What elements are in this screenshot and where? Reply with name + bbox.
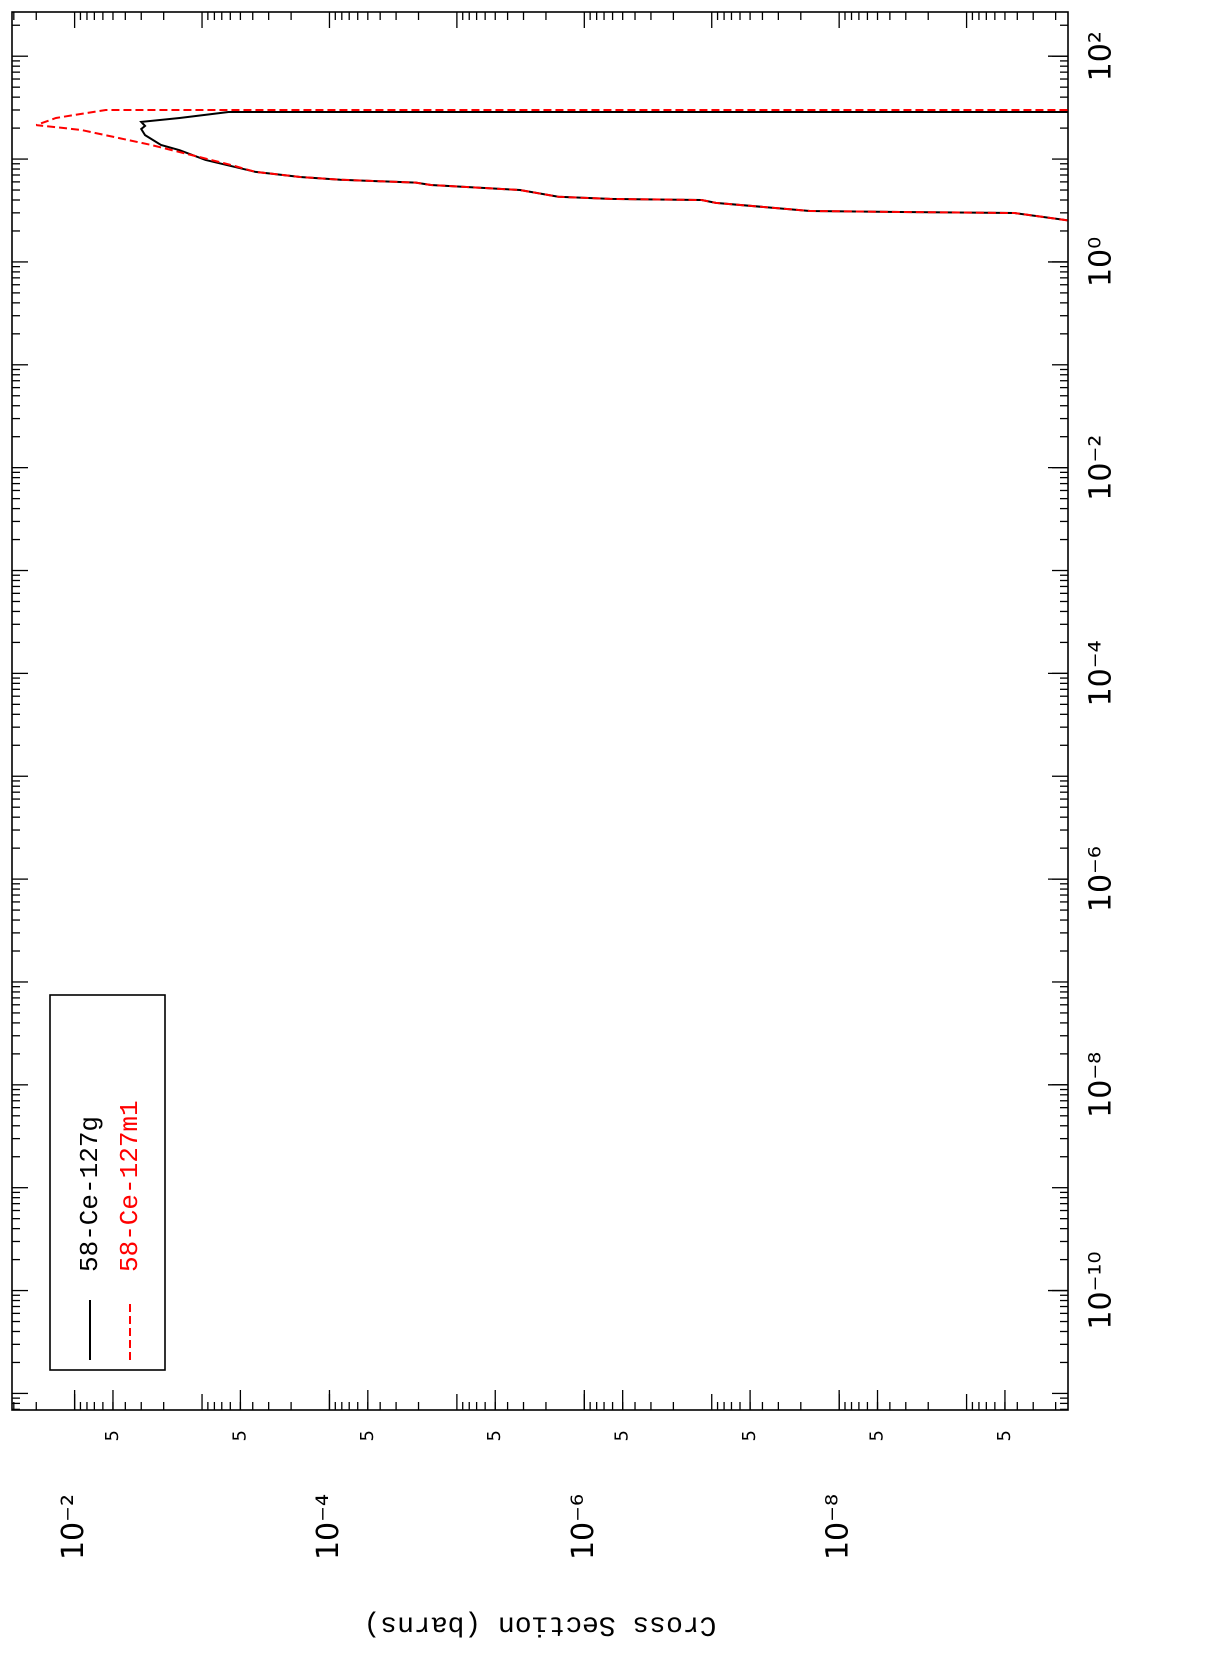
y-tick-label: 5 (229, 1430, 250, 1441)
legend-label: 58-Ce-127g (75, 1116, 105, 1272)
plot-frame (11, 11, 1069, 1411)
legend-box (49, 994, 166, 1371)
x-tick-label: 10⁻¹⁰ (1084, 1252, 1119, 1330)
x-tick-label: 10⁻⁴ (1084, 640, 1119, 706)
y-tick-label: 5 (867, 1430, 888, 1441)
y-tick-label: 10⁻⁴ (311, 1494, 346, 1560)
y-tick-label: 5 (994, 1430, 1015, 1441)
series-line (139, 110, 1068, 233)
series-line (35, 108, 1068, 233)
legend-label: 58-Ce-127m1 (115, 1100, 145, 1272)
y-tick-label: 5 (357, 1430, 378, 1441)
x-tick-label: 10⁻² (1084, 435, 1119, 501)
x-tick-label: 10⁻⁸ (1084, 1052, 1119, 1118)
y-tick-label: 10⁻⁶ (566, 1494, 601, 1560)
y-axis-title: Cross Section (barns) (364, 1609, 717, 1640)
y-tick-label: 10⁻² (56, 1494, 91, 1560)
x-tick-label: 10² (1084, 31, 1119, 81)
y-tick-label: 5 (484, 1430, 505, 1441)
plot-group: Cross Section (barns) 10⁻¹⁰ 10⁻⁸ 10⁻⁶ 10⁻⁴ 1… (11, 11, 1119, 1640)
x-tick-label: 10⁰ (1084, 237, 1119, 287)
y-tick-label: 5 (612, 1430, 633, 1441)
y-tick-label: 5 (102, 1430, 123, 1441)
y-tick-label: 10⁻⁸ (821, 1494, 856, 1560)
y-tick-label: 5 (739, 1430, 760, 1441)
x-tick-label: 10⁻⁶ (1084, 846, 1119, 912)
